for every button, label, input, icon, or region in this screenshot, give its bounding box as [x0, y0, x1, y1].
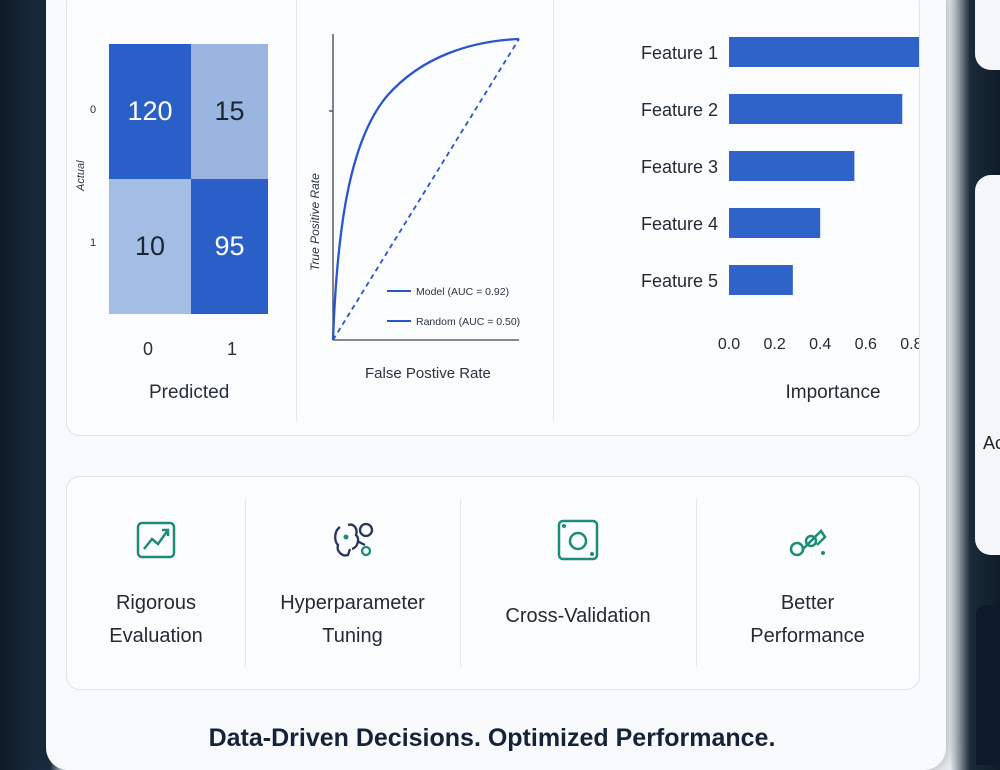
cm-cell-fn: 10: [109, 179, 191, 314]
x-tick-label: 0.2: [763, 336, 785, 353]
feature-label-line2: Tuning: [322, 625, 383, 647]
roc-chart: Model (AUC = 0.92) Random (AUC = 0.50) T…: [297, 0, 553, 421]
x-tick-label: 0.6: [855, 336, 877, 353]
feature-divider: [696, 499, 697, 667]
cm-ytick-1: 1: [90, 237, 97, 249]
tagline: Data-Driven Decisions. Optimized Perform…: [208, 724, 776, 752]
cm-xtick-1: 1: [227, 339, 238, 359]
feature-label-line1: Rigorous: [115, 592, 197, 614]
chart-trend-icon: [136, 521, 176, 559]
feature-importance-svg: Feature 1 Feature 2 Feature 3 Feature 4 Feat…: [641, 37, 919, 403]
features-row: Rigorous Evaluation Hyperparameter Tunin…: [66, 476, 920, 690]
bar: [729, 94, 903, 124]
roc-svg: Model (AUC = 0.92) Random (AUC = 0.50) T…: [308, 34, 520, 382]
feature-hyperparameter-tuning: Hyperparameter Tuning: [245, 477, 460, 689]
x-axis-label: Importance: [785, 382, 880, 403]
refresh-box-icon: [557, 519, 599, 561]
feature-label-line1: Hyperparameter: [280, 592, 425, 614]
brain-gear-icon: [333, 522, 373, 557]
bar: [729, 265, 793, 295]
panel-divider: [553, 0, 554, 421]
cm-cell-tp: 95: [191, 179, 268, 314]
x-tick-label: 0.0: [718, 336, 740, 353]
side-card-text: Ac: [983, 433, 1000, 453]
feature-divider: [245, 499, 246, 667]
side-card: Ac: [975, 175, 1000, 555]
feature-label-line1: Better: [780, 592, 835, 614]
bar-label: Feature 3: [641, 157, 718, 177]
bar-label: Feature 2: [641, 100, 718, 120]
feature-label-line2: Evaluation: [109, 625, 203, 647]
feature-rigorous-evaluation: Rigorous Evaluation: [67, 477, 245, 689]
bar-label: Feature 5: [641, 271, 718, 291]
cm-xlabel: Predicted: [149, 382, 230, 403]
side-dark-panel: [976, 605, 1000, 765]
feature-divider: [460, 499, 461, 667]
charts-panel: 120 15 10 95 0 1 Actual 0 1 Predicted Mo…: [66, 0, 920, 436]
bar-label: Feature 1: [641, 43, 718, 63]
bar: [729, 208, 821, 238]
bar: [729, 37, 919, 67]
feature-label-line2: Performance: [750, 625, 865, 647]
cm-xtick-0: 0: [143, 339, 154, 359]
roc-model-curve: [331, 37, 520, 341]
x-tick-label: 0.8: [900, 336, 919, 353]
bar: [729, 151, 855, 181]
confusion-matrix: 120 15 10 95 0 1 Actual 0 1 Predicted: [67, 0, 297, 421]
roc-legend-model: Model (AUC = 0.92): [416, 286, 509, 298]
feature-importance-chart: Feature 1 Feature 2 Feature 3 Feature 4 Feat…: [553, 0, 919, 421]
side-card-top: [975, 0, 1000, 70]
cm-ytick-0: 0: [90, 104, 97, 116]
panel-divider: [296, 0, 297, 421]
feature-better-performance: Better Performance: [696, 477, 919, 689]
growth-chart-icon: [789, 529, 827, 557]
roc-random-line: [332, 38, 520, 341]
cm-cell-fp: 15: [191, 44, 268, 179]
feature-label-line1: Cross-Validation: [505, 605, 651, 627]
cm-ylabel: Actual: [75, 160, 87, 191]
roc-ylabel: True Positive Rate: [308, 173, 322, 271]
roc-legend-random: Random (AUC = 0.50): [416, 316, 520, 328]
cm-cell-tn: 120: [109, 44, 191, 179]
roc-xlabel: False Postive Rate: [365, 365, 491, 382]
x-tick-label: 0.4: [809, 336, 831, 353]
feature-cross-validation: Cross-Validation: [460, 477, 696, 689]
bar-label: Feature 4: [641, 214, 718, 234]
